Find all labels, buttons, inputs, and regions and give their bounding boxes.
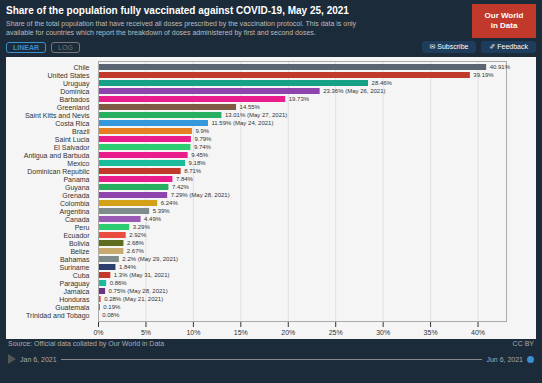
svg-text:Colombia: Colombia — [60, 200, 90, 207]
svg-text:35%: 35% — [424, 329, 438, 336]
svg-text:Honduras: Honduras — [59, 296, 90, 303]
svg-text:40%: 40% — [471, 329, 485, 336]
svg-text:Saint Kitts and Nevis: Saint Kitts and Nevis — [25, 112, 90, 119]
svg-text:Bahamas: Bahamas — [60, 256, 90, 263]
html-text:✉ Subscribe: ✉ Subscribe — [429, 43, 469, 50]
svg-text:1.84%: 1.84% — [119, 264, 137, 270]
svg-text:Saint Lucia: Saint Lucia — [55, 136, 90, 143]
html-text:LINEAR: LINEAR — [13, 43, 40, 51]
html-text:Our World in Data: Our World in Data — [484, 11, 524, 30]
svg-text:11.59% (May 24, 2021): 11.59% (May 24, 2021) — [211, 120, 273, 126]
svg-text:14.55%: 14.55% — [240, 104, 261, 110]
html-text:Jun 6, 2021: Jun 6, 2021 — [486, 355, 523, 363]
svg-text:6.24%: 6.24% — [161, 200, 179, 206]
svg-text:9.18%: 9.18% — [189, 160, 207, 166]
html-text:Jan 6, 2021: Jan 6, 2021 — [20, 355, 57, 363]
html-text:Source: Official data collated: Source: Official data collated by Our Wo… — [8, 340, 165, 347]
svg-text:Guyana: Guyana — [65, 184, 90, 192]
svg-text:Belize: Belize — [70, 248, 89, 255]
svg-text:Brazil: Brazil — [72, 128, 90, 135]
svg-text:Dominica: Dominica — [60, 88, 89, 95]
svg-text:Argentina: Argentina — [60, 208, 90, 216]
svg-text:3.29%: 3.29% — [133, 224, 151, 230]
svg-text:0%: 0% — [93, 329, 103, 336]
svg-text:Costa Rica: Costa Rica — [55, 120, 89, 127]
svg-text:Jamaica: Jamaica — [63, 288, 89, 295]
svg-text:0.28% (May 21, 2021): 0.28% (May 21, 2021) — [104, 296, 163, 302]
svg-text:Barbados: Barbados — [60, 96, 90, 103]
svg-text:0.86%: 0.86% — [110, 280, 128, 286]
svg-text:Dominican Republic: Dominican Republic — [27, 168, 90, 176]
svg-text:Mexico: Mexico — [67, 160, 89, 167]
html-text:CC BY: CC BY — [512, 340, 534, 347]
svg-text:7.29% (May 28, 2021): 7.29% (May 28, 2021) — [171, 192, 230, 198]
svg-text:Bolivia: Bolivia — [69, 240, 90, 247]
svg-text:Greenland: Greenland — [57, 104, 90, 111]
svg-text:5%: 5% — [141, 329, 151, 336]
svg-text:28.46%: 28.46% — [372, 80, 393, 86]
svg-text:4.49%: 4.49% — [144, 216, 162, 222]
html-text:✐ Feedback: ✐ Feedback — [489, 43, 528, 50]
svg-text:Chile: Chile — [74, 64, 90, 71]
svg-text:0.19%: 0.19% — [103, 304, 121, 310]
svg-text:Trinidad and Tobago: Trinidad and Tobago — [26, 312, 90, 320]
svg-text:40.91%: 40.91% — [490, 64, 511, 70]
svg-text:9.9%: 9.9% — [195, 128, 209, 134]
svg-text:Antigua and Barbuda: Antigua and Barbuda — [24, 152, 90, 160]
html-text:Share of the population fully: Share of the population fully vaccinated… — [6, 5, 349, 16]
html-text:LOG: LOG — [58, 43, 73, 51]
svg-text:Uruguay: Uruguay — [63, 80, 90, 88]
svg-text:7.84%: 7.84% — [176, 176, 194, 182]
svg-text:Ecuador: Ecuador — [63, 232, 90, 239]
svg-text:20%: 20% — [281, 329, 295, 336]
svg-text:El Salvador: El Salvador — [54, 144, 90, 151]
svg-text:1.3% (May 31, 2021): 1.3% (May 31, 2021) — [114, 272, 170, 278]
svg-text:19.73%: 19.73% — [289, 96, 310, 102]
svg-text:2.67%: 2.67% — [127, 248, 145, 254]
svg-text:2.2% (May 29, 2021): 2.2% (May 29, 2021) — [122, 256, 178, 262]
svg-text:0.08%: 0.08% — [102, 312, 120, 318]
svg-text:9.79%: 9.79% — [194, 136, 212, 142]
svg-text:23.36% (May 26, 2021): 23.36% (May 26, 2021) — [323, 88, 385, 94]
svg-text:5.39%: 5.39% — [153, 208, 171, 214]
svg-text:Canada: Canada — [65, 216, 90, 223]
svg-text:9.45%: 9.45% — [191, 152, 209, 158]
svg-text:25%: 25% — [329, 329, 343, 336]
svg-text:United States: United States — [47, 72, 90, 79]
svg-text:2.68%: 2.68% — [127, 240, 145, 246]
svg-text:Suriname: Suriname — [60, 264, 90, 271]
svg-text:39.19%: 39.19% — [473, 72, 494, 78]
svg-text:15%: 15% — [234, 329, 248, 336]
svg-text:9.74%: 9.74% — [194, 144, 212, 150]
svg-text:7.42%: 7.42% — [172, 184, 190, 190]
svg-text:Cuba: Cuba — [73, 272, 90, 279]
svg-text:Paraguay: Paraguay — [60, 280, 90, 288]
svg-text:Guatemala: Guatemala — [55, 304, 89, 311]
svg-text:Peru: Peru — [75, 224, 90, 231]
svg-text:0.75% (May 28, 2021): 0.75% (May 28, 2021) — [109, 288, 168, 294]
svg-text:2.92%: 2.92% — [129, 232, 147, 238]
svg-text:10%: 10% — [186, 329, 200, 336]
svg-text:30%: 30% — [376, 329, 390, 336]
svg-text:8.71%: 8.71% — [184, 168, 202, 174]
svg-text:13.01% (May 27, 2021): 13.01% (May 27, 2021) — [225, 112, 287, 118]
svg-text:Grenada: Grenada — [62, 192, 89, 199]
html-text:Share of the total population: Share of the total population that have … — [6, 20, 357, 36]
svg-text:Panama: Panama — [63, 176, 89, 183]
